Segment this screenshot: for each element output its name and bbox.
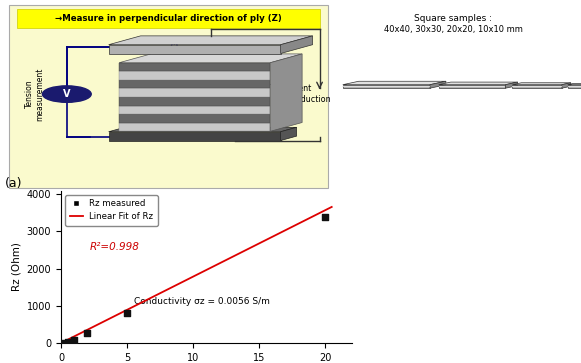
Text: (a): (a) [5,177,22,190]
Polygon shape [119,63,270,71]
Polygon shape [119,71,270,80]
Text: Square samples :: Square samples : [414,14,492,23]
Polygon shape [281,127,297,140]
Polygon shape [439,86,505,87]
Text: Conductivity σz = 0.0056 S/m: Conductivity σz = 0.0056 S/m [134,297,270,306]
Polygon shape [281,36,313,53]
Point [83,330,92,336]
Circle shape [42,86,91,102]
Text: V: V [63,89,70,99]
Polygon shape [119,80,270,89]
Polygon shape [270,54,302,131]
Point [70,337,79,343]
Polygon shape [568,83,581,85]
Polygon shape [343,81,446,85]
Polygon shape [568,86,581,87]
Polygon shape [119,114,270,123]
Text: 40x40, 30x30, 20x20, 10x10 mm: 40x40, 30x30, 20x20, 10x10 mm [383,25,523,34]
Polygon shape [439,82,518,85]
Polygon shape [119,89,270,97]
Polygon shape [512,83,571,85]
Polygon shape [343,85,430,88]
Polygon shape [562,83,571,88]
Polygon shape [343,86,430,87]
Polygon shape [119,54,302,63]
Text: Tension
measurement: Tension measurement [25,68,45,121]
Point [123,310,132,316]
Polygon shape [109,132,281,140]
Polygon shape [430,81,446,88]
Point [321,214,330,220]
Polygon shape [505,82,518,88]
Y-axis label: Rz (Ohm): Rz (Ohm) [11,242,21,291]
Polygon shape [109,36,313,45]
FancyBboxPatch shape [9,5,328,188]
Polygon shape [119,106,270,114]
Point [60,340,69,346]
Polygon shape [512,85,562,88]
Polygon shape [109,127,297,132]
Text: R²=0.998: R²=0.998 [90,242,140,252]
Polygon shape [512,86,562,87]
Text: →Measure in perpendicular direction of ply (Z): →Measure in perpendicular direction of p… [55,14,282,23]
Polygon shape [439,85,505,88]
Polygon shape [109,45,281,53]
Polygon shape [568,85,581,88]
FancyBboxPatch shape [17,9,320,28]
Legend: Rz measured, Linear Fit of Rz: Rz measured, Linear Fit of Rz [65,195,157,226]
Polygon shape [119,123,270,131]
Polygon shape [119,97,270,106]
Text: Current
introduction: Current introduction [282,84,331,104]
Point [64,339,73,345]
